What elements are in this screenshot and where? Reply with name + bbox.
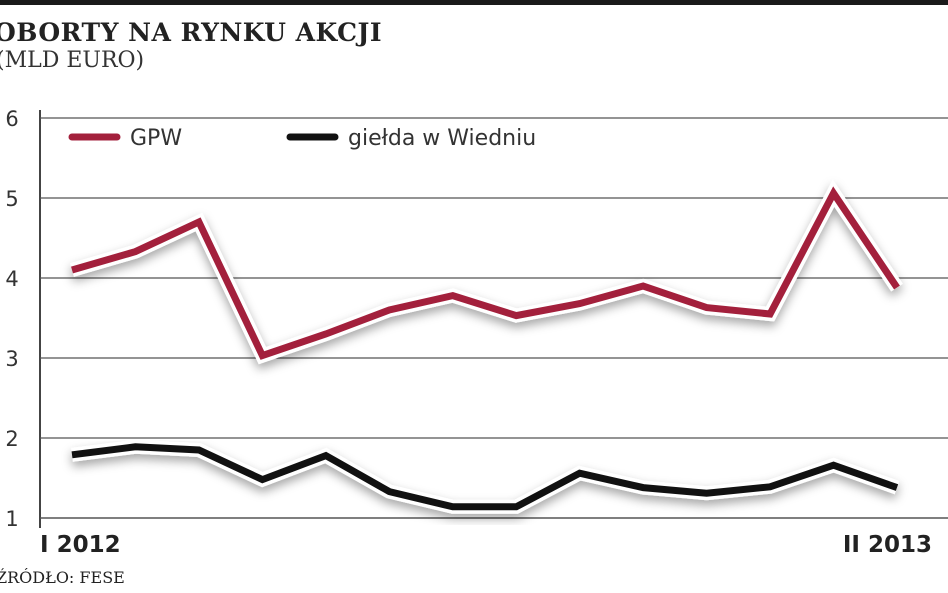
legend-label: GPW [130,126,182,151]
series-outline [70,179,903,365]
y-tick-label: 1 [5,507,18,531]
series-line-wieden [71,443,899,511]
y-tick-label: 4 [5,267,18,291]
chart-title: OBORTY NA RYNKU AKCJI [0,18,383,47]
chart-unit: (MLD EURO) [0,48,145,73]
top-rule [0,0,948,5]
source-note: ŹRÓDŁO: FESE [0,568,125,587]
y-tick-label: 5 [5,187,18,211]
x-tick-label: II 2013 [843,532,932,558]
legend-label: giełda w Wiedniu [348,126,536,151]
y-tick-label: 3 [5,347,18,371]
x-tick-label: I 2012 [40,532,121,558]
series-outline [71,439,900,514]
series-line-gpw [71,186,900,360]
y-tick-label: 2 [5,427,18,451]
y-tick-label: 6 [5,107,18,131]
